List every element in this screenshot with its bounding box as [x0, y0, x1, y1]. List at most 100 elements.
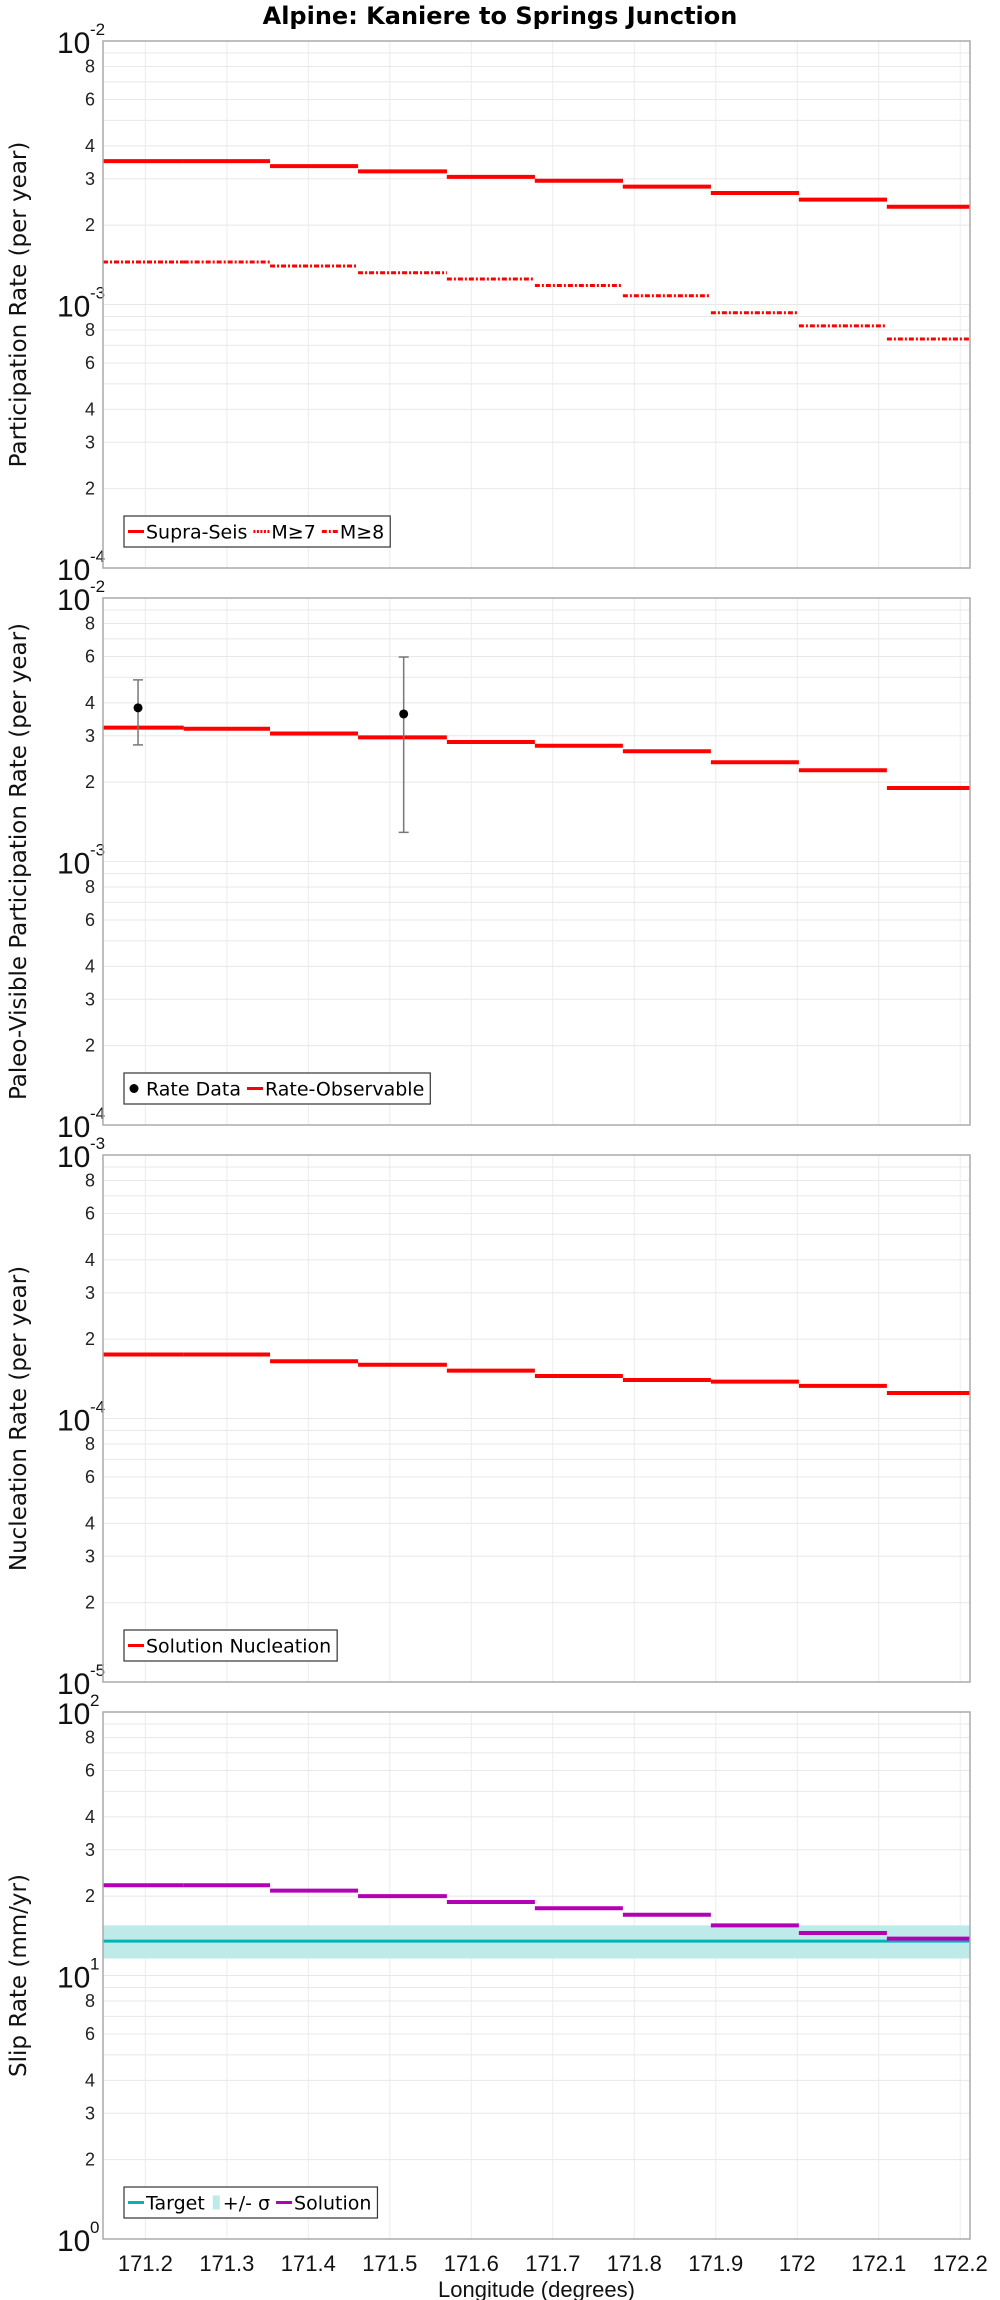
y-tick-label: 6 [85, 646, 95, 666]
y-tick-exponent: -3 [90, 841, 105, 860]
legend-label: Rate-Observable [265, 1079, 424, 1101]
y-tick-exponent: -4 [90, 547, 105, 566]
y-tick-exponent: -2 [90, 20, 105, 39]
y-tick-label: 4 [85, 956, 95, 976]
y-tick-label: 2 [85, 2150, 95, 2170]
y-tick-label: 6 [85, 2024, 95, 2044]
y-tick-label-decade: 10 [57, 1698, 90, 1731]
x-tick-label: 171.3 [199, 2251, 254, 2276]
y-tick-exponent: -2 [90, 577, 105, 596]
plot-frame [102, 1154, 971, 1683]
y-tick-label-decade: 10 [57, 1668, 90, 1701]
y-tick-exponent: -5 [90, 1661, 105, 1680]
rate-data-point [399, 709, 409, 719]
legend: Solution Nucleation [123, 1629, 338, 1662]
plot-frame [102, 1711, 971, 2240]
y-tick-label: 3 [85, 1840, 95, 1860]
x-tick-label: 171.2 [118, 2251, 173, 2276]
x-tick-label: 172.1 [851, 2251, 906, 2276]
legend-label: Supra-Seis [146, 522, 247, 544]
y-tick-label: 3 [85, 432, 95, 452]
plot-frame [102, 40, 971, 569]
y-tick-exponent: -4 [90, 1104, 105, 1123]
legend-box [123, 1629, 338, 1662]
y-tick-label: 8 [85, 57, 95, 77]
y-tick-label-decade: 10 [57, 1405, 90, 1438]
x-tick-label: 172.2 [933, 2251, 988, 2276]
y-tick-label-decade: 10 [57, 2225, 90, 2258]
y-tick-exponent: -3 [90, 284, 105, 303]
x-tick-label: 171.5 [362, 2251, 417, 2276]
y-tick-label-decade: 10 [57, 1962, 90, 1995]
legend-label: M≥8 [340, 522, 384, 544]
y-tick-label-decade: 10 [57, 1141, 90, 1174]
y-tick-label: 6 [85, 1760, 95, 1780]
rate-data-point [133, 703, 143, 713]
y-tick-label: 4 [85, 2070, 95, 2090]
y-tick-label-decade: 10 [57, 584, 90, 617]
y-tick-label: 6 [85, 910, 95, 930]
y-tick-label: 8 [85, 1728, 95, 1748]
y-tick-label-decade: 10 [57, 554, 90, 587]
legend: Supra-Seis M≥7 M≥8 [123, 515, 391, 548]
y-tick-label: 2 [85, 479, 95, 499]
legend-box [123, 2186, 379, 2219]
legend-label: M≥7 [271, 522, 315, 544]
y-tick-label-decade: 10 [57, 1111, 90, 1144]
y-tick-exponent: -3 [90, 1134, 105, 1153]
x-tick-label: 171.6 [444, 2251, 499, 2276]
y-tick-label: 6 [85, 1203, 95, 1223]
y-axis-label: Nucleation Rate (per year) [6, 1266, 32, 1571]
legend-label: Target [145, 2193, 205, 2215]
legend-label: Rate Data [146, 1079, 241, 1101]
y-tick-label: 3 [85, 726, 95, 746]
y-tick-label: 2 [85, 1036, 95, 1056]
x-tick-label: 171.8 [607, 2251, 662, 2276]
y-tick-label-decade: 10 [57, 291, 90, 324]
y-tick-label-decade: 10 [57, 848, 90, 881]
y-tick-exponent: -4 [90, 1398, 105, 1417]
y-tick-label: 2 [85, 1329, 95, 1349]
y-tick-label: 4 [85, 1513, 95, 1533]
y-tick-exponent: 1 [90, 1955, 99, 1974]
x-tick-label: 171.4 [281, 2251, 336, 2276]
y-tick-label: 6 [85, 353, 95, 373]
x-tick-label: 172 [779, 2251, 816, 2276]
y-tick-label: 6 [85, 1467, 95, 1487]
y-tick-label: 4 [85, 399, 95, 419]
y-tick-label-decade: 10 [57, 27, 90, 60]
y-tick-label: 8 [85, 1991, 95, 2011]
plot-frame [102, 597, 971, 1126]
y-tick-label: 4 [85, 1250, 95, 1270]
y-tick-label: 3 [85, 989, 95, 1009]
y-tick-label: 2 [85, 215, 95, 235]
y-tick-label: 8 [85, 614, 95, 634]
legend-label: Solution [294, 2193, 371, 2215]
legend-box [123, 1072, 431, 1105]
y-tick-exponent: 2 [90, 1691, 99, 1710]
legend-marker-dot [129, 1084, 139, 1093]
x-axis-label: Longitude (degrees) [438, 2277, 635, 2300]
y-axis-label: Slip Rate (mm/yr) [6, 1874, 32, 2077]
y-tick-label: 3 [85, 169, 95, 189]
legend-label: Solution Nucleation [146, 1636, 331, 1658]
x-tick-label: 171.7 [525, 2251, 580, 2276]
y-tick-label: 3 [85, 1283, 95, 1303]
y-tick-label: 4 [85, 693, 95, 713]
y-tick-label: 3 [85, 1546, 95, 1566]
x-tick-label: 171.9 [688, 2251, 743, 2276]
y-axis-label: Participation Rate (per year) [6, 142, 32, 468]
y-tick-label: 8 [85, 320, 95, 340]
legend-label: +/- σ [223, 2193, 270, 2215]
y-tick-label: 8 [85, 877, 95, 897]
y-tick-label: 2 [85, 1593, 95, 1613]
y-tick-exponent: 0 [90, 2218, 99, 2237]
y-tick-label: 2 [85, 772, 95, 792]
legend-marker-band [212, 2195, 220, 2210]
y-tick-label: 4 [85, 136, 95, 156]
y-tick-label: 2 [85, 1886, 95, 1906]
